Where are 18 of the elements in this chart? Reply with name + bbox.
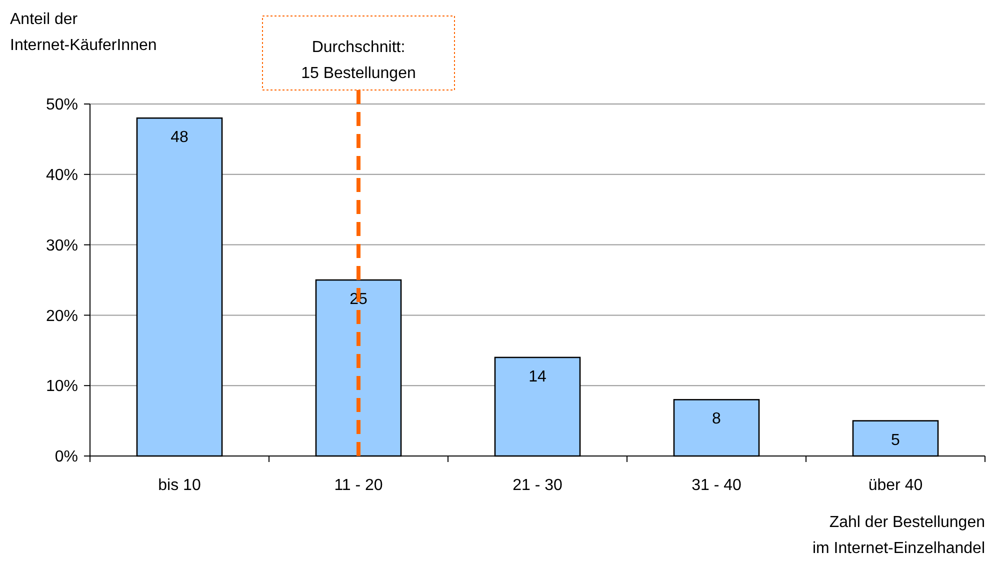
x-tick-label: 11 - 20: [334, 477, 383, 494]
x-axis-title: Zahl der Bestellungen im Internet-Einzelhandel: [812, 514, 985, 557]
y-tick-label: 20%: [46, 308, 78, 325]
data-label: 14: [528, 368, 546, 386]
x-tick-label: über 40: [868, 477, 923, 494]
x-tick-label: bis 10: [158, 477, 201, 494]
data-label: 5: [891, 432, 900, 449]
y-tick-label: 0%: [54, 448, 78, 466]
y-axis-title: Anteil der Internet-KäuferInnen: [10, 11, 157, 54]
data-label: 8: [712, 410, 722, 428]
ref-line-label: Durchschnitt: 15 Bestellungen: [301, 39, 416, 82]
x-tick-label: 31 - 40: [692, 477, 742, 494]
x-tick-label: 21 - 30: [512, 477, 563, 494]
y-tick-label: 30%: [46, 237, 78, 254]
data-label: 48: [170, 129, 188, 146]
y-tick-label: 10%: [46, 378, 78, 396]
y-tick-label: 40%: [46, 167, 78, 184]
y-tick-label: 50%: [46, 96, 78, 114]
